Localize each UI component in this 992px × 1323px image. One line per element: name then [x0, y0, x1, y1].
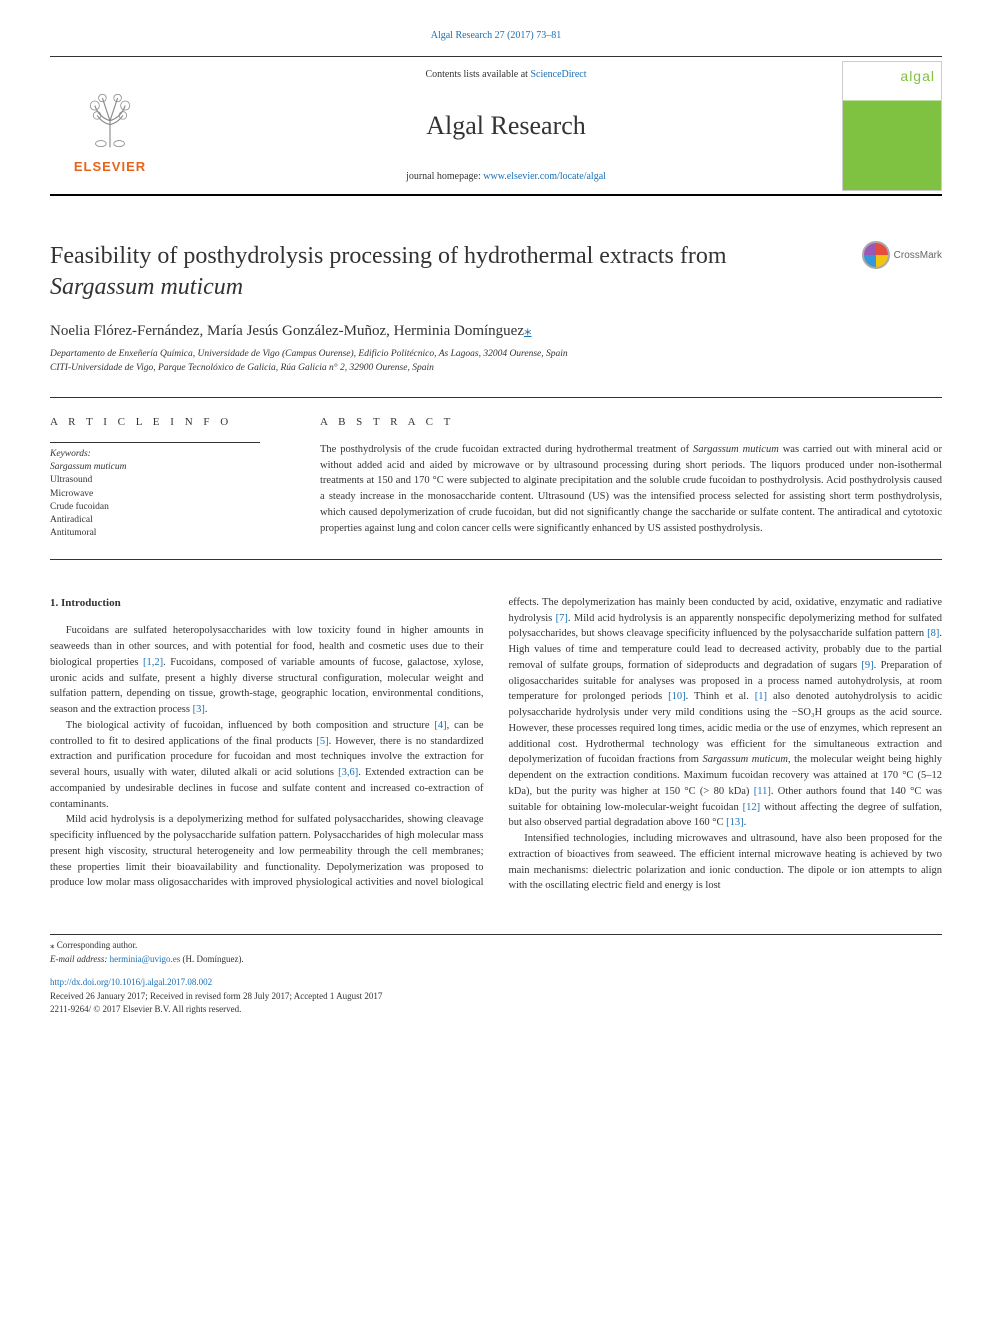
footer: ⁎ Corresponding author. E-mail address: … — [50, 934, 942, 1017]
email-suffix: (H. Domínguez). — [180, 954, 243, 964]
authors-line: Noelia Flórez-Fernández, María Jesús Gon… — [50, 321, 942, 340]
keyword-item: Ultrasound — [50, 474, 295, 487]
doi-link[interactable]: http://dx.doi.org/10.1016/j.algal.2017.0… — [50, 977, 212, 987]
elsevier-logo[interactable]: ELSEVIER — [50, 69, 170, 182]
crossmark-label: CrossMark — [894, 250, 942, 261]
article-info-header: A R T I C L E I N F O — [50, 416, 295, 428]
journal-cover[interactable]: algal — [842, 61, 942, 191]
keyword-item: Microwave — [50, 488, 295, 501]
corresponding-marker[interactable]: ⁎ — [524, 323, 532, 339]
journal-header: ELSEVIER Contents lists available at Sci… — [50, 56, 942, 196]
para-2: The biological activity of fucoidan, inf… — [50, 718, 484, 813]
crossmark-icon — [862, 241, 890, 269]
crossmark-badge[interactable]: CrossMark — [862, 241, 942, 269]
received-line: Received 26 January 2017; Received in re… — [50, 990, 942, 1004]
elsevier-text: ELSEVIER — [74, 159, 146, 174]
affiliations: Departamento de Enxeñería Química, Unive… — [50, 348, 942, 375]
body-content: 1. Introduction Fucoidans are sulfated h… — [50, 595, 942, 894]
email-link[interactable]: herminia@uvigo.es — [110, 954, 181, 964]
keywords-rule — [50, 442, 260, 443]
abstract-text: The posthydrolysis of the crude fucoidan… — [320, 442, 942, 537]
authors-names: Noelia Flórez-Fernández, María Jesús Gon… — [50, 323, 524, 339]
keywords-list: Sargassum muticumUltrasoundMicrowaveCrud… — [50, 461, 295, 541]
sciencedirect-link[interactable]: ScienceDirect — [530, 69, 586, 80]
title-text: Feasibility of posthydrolysis processing… — [50, 243, 727, 269]
homepage-link[interactable]: www.elsevier.com/locate/algal — [483, 171, 606, 182]
email-line: E-mail address: herminia@uvigo.es (H. Do… — [50, 953, 942, 967]
doi-line: http://dx.doi.org/10.1016/j.algal.2017.0… — [50, 976, 942, 990]
keyword-item: Antitumoral — [50, 527, 295, 540]
keyword-item: Sargassum muticum — [50, 461, 295, 474]
keyword-item: Crude fucoidan — [50, 501, 295, 514]
title-italic: Sargassum muticum — [50, 274, 243, 300]
copyright-line: 2211-9264/ © 2017 Elsevier B.V. All righ… — [50, 1003, 942, 1017]
keywords-label: Keywords: — [50, 449, 295, 459]
journal-name: Algal Research — [170, 111, 842, 141]
para-4: Intensified technologies, including micr… — [509, 831, 943, 894]
title-section: Feasibility of posthydrolysis processing… — [50, 241, 942, 303]
abstract-col: A B S T R A C T The posthydrolysis of th… — [320, 416, 942, 541]
contents-prefix: Contents lists available at — [425, 69, 530, 80]
affiliation-1: Departamento de Enxeñería Química, Unive… — [50, 348, 942, 361]
article-info-col: A R T I C L E I N F O Keywords: Sargassu… — [50, 416, 320, 541]
homepage-prefix: journal homepage: — [406, 171, 483, 182]
corresponding-note: ⁎ Corresponding author. — [50, 939, 942, 953]
homepage-line: journal homepage: www.elsevier.com/locat… — [170, 171, 842, 182]
info-abstract-section: A R T I C L E I N F O Keywords: Sargassu… — [50, 397, 942, 560]
header-center: Contents lists available at ScienceDirec… — [170, 57, 842, 194]
elsevier-tree-icon — [70, 77, 150, 157]
email-label: E-mail address: — [50, 954, 110, 964]
article-title: Feasibility of posthydrolysis processing… — [50, 241, 942, 303]
contents-available-line: Contents lists available at ScienceDirec… — [170, 69, 842, 80]
footer-short-rule — [50, 934, 150, 935]
para-1: Fucoidans are sulfated heteropolysacchar… — [50, 623, 484, 718]
keyword-item: Antiradical — [50, 514, 295, 527]
abstract-header: A B S T R A C T — [320, 416, 942, 428]
intro-heading: 1. Introduction — [50, 595, 484, 612]
affiliation-2: CITI-Universidade de Vigo, Parque Tecnol… — [50, 362, 942, 375]
cover-logo-text: algal — [900, 68, 935, 84]
top-citation[interactable]: Algal Research 27 (2017) 73–81 — [50, 30, 942, 41]
